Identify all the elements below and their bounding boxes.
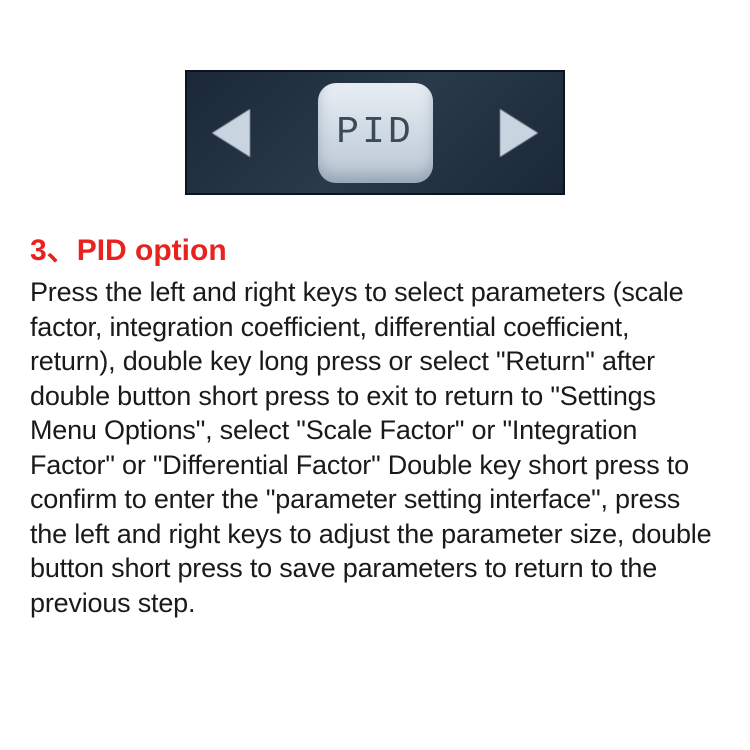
arrow-left-icon [212,109,250,157]
pid-button: PID [318,83,433,183]
content-area: 3、PID option Press the left and right ke… [20,225,730,620]
arrow-right-icon [500,109,538,157]
heading-number: 3、 [30,234,77,267]
section-heading: 3、PID option [30,225,720,269]
heading-title: PID option [77,234,227,267]
body-paragraph: Press the left and right keys to select … [30,275,720,620]
lcd-display: PID [185,70,565,195]
pid-button-label: PID [336,111,413,154]
lcd-display-container: PID [20,70,730,195]
